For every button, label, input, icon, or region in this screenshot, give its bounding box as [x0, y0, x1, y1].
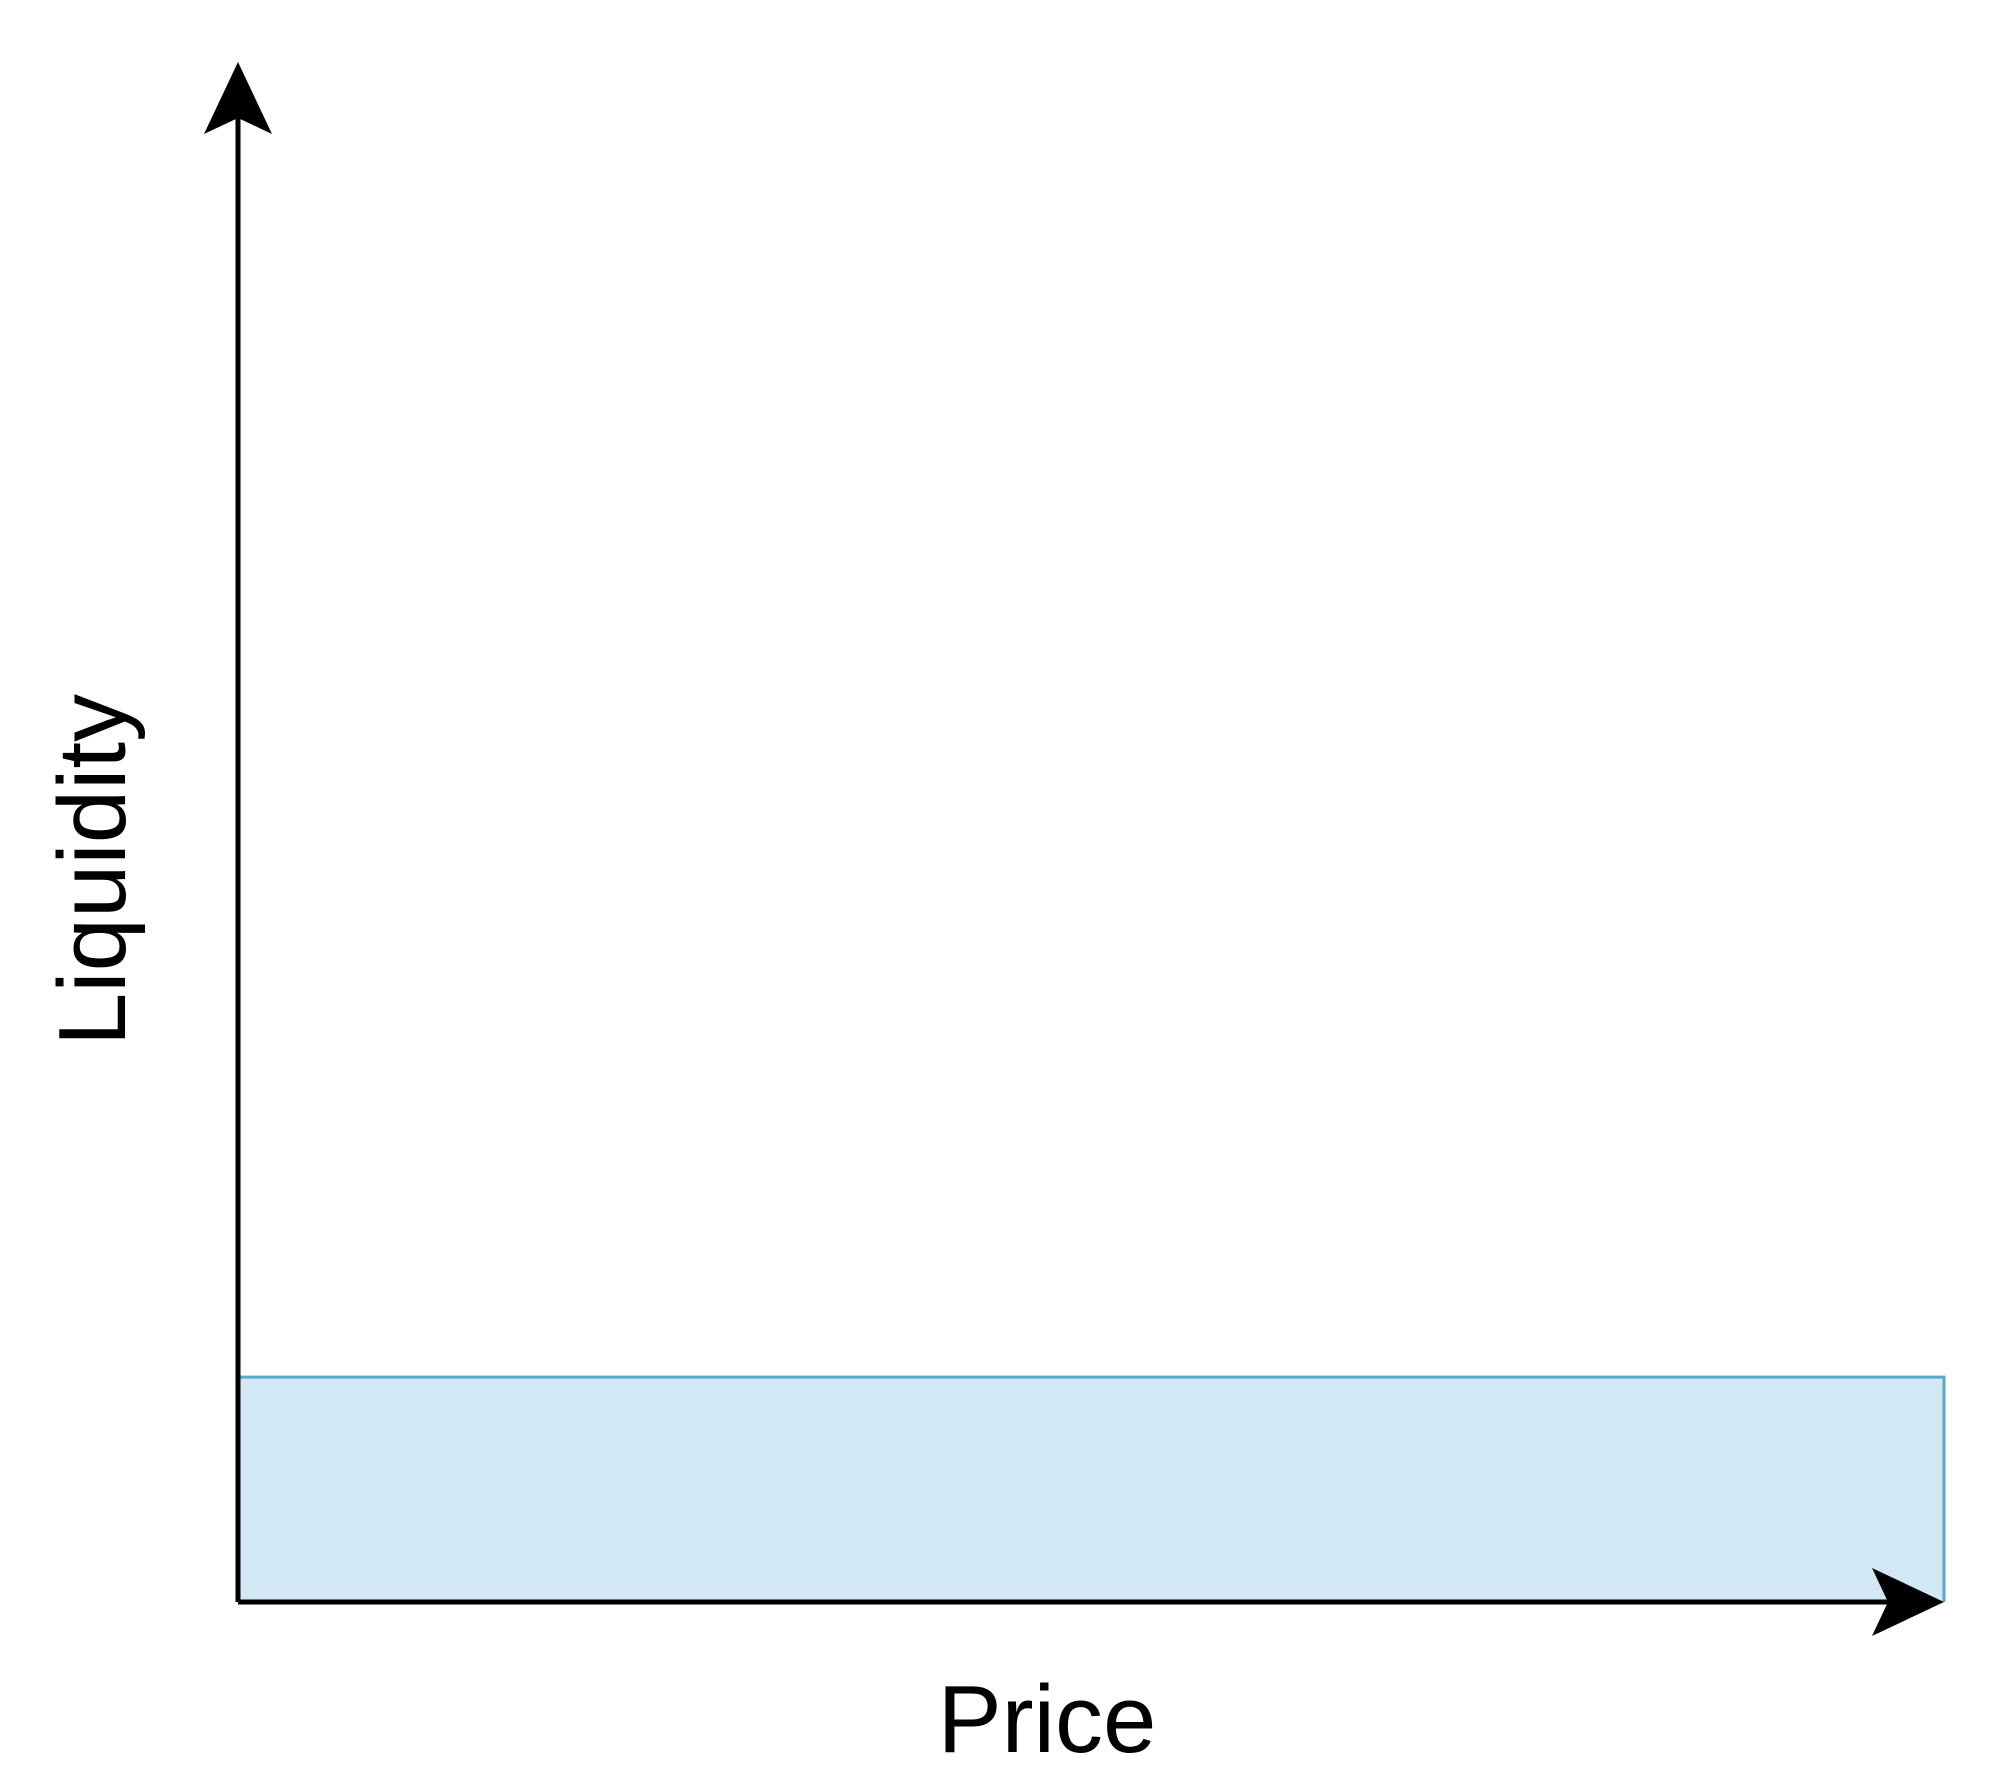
y-axis-label: Liquidity [39, 694, 146, 1046]
x-axis-label: Price [938, 1666, 1157, 1773]
chart-marks [238, 1375, 1946, 1602]
x-axis-arrowhead-icon [1872, 1568, 1944, 1636]
liquidity-area-outline-0 [238, 1375, 1946, 1602]
y-axis-arrowhead-icon [204, 62, 272, 134]
liquidity-area-0 [238, 1377, 1944, 1602]
